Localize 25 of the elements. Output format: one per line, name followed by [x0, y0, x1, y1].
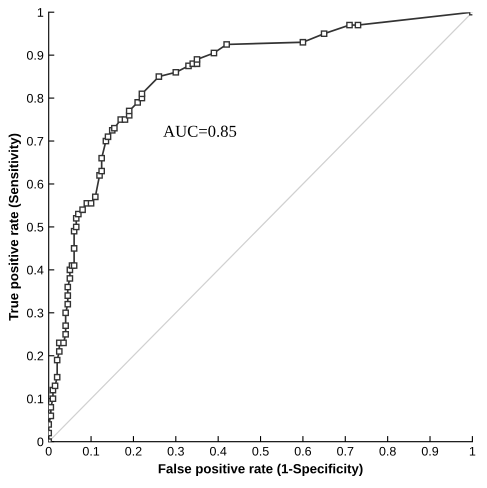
x-tick-label: 0.3 — [168, 446, 184, 456]
y-tick-label: 0.7 — [26, 136, 44, 146]
x-tick-label: 0.8 — [379, 446, 396, 456]
y-tick-label: 0 — [37, 437, 44, 446]
y-tick-label: 0.2 — [26, 352, 44, 360]
y-tick-label: 0.4 — [26, 266, 44, 275]
x-axis-title: False positive rate (1-Specificity) — [158, 464, 363, 476]
x-tick-label: 0.6 — [294, 446, 312, 456]
x-tick-label: 0 — [46, 446, 52, 456]
y-tick-label: 1 — [38, 8, 44, 17]
x-tick-label: 0.7 — [337, 446, 354, 456]
y-tick-label: 0.6 — [26, 180, 44, 189]
annotation: AUC=0.85 — [163, 126, 236, 137]
y-tick-label: 0.9 — [26, 50, 44, 60]
x-tick-label: 0.2 — [125, 446, 142, 456]
x-tick-label: 0.5 — [252, 446, 269, 456]
y-tick-label: 0.1 — [26, 394, 44, 404]
y-axis-title: True positive rate (Sensitivity) — [8, 134, 21, 321]
y-tick-label: 0.3 — [26, 308, 44, 318]
x-tick-label: 1 — [470, 446, 476, 456]
x-tick-label: 0.4 — [210, 446, 226, 456]
x-tick-label: 0.1 — [82, 446, 100, 456]
y-tick-label: 0.5 — [26, 222, 44, 232]
y-tick-label: 0.8 — [26, 94, 44, 103]
x-tick-label: 0.9 — [422, 446, 438, 456]
